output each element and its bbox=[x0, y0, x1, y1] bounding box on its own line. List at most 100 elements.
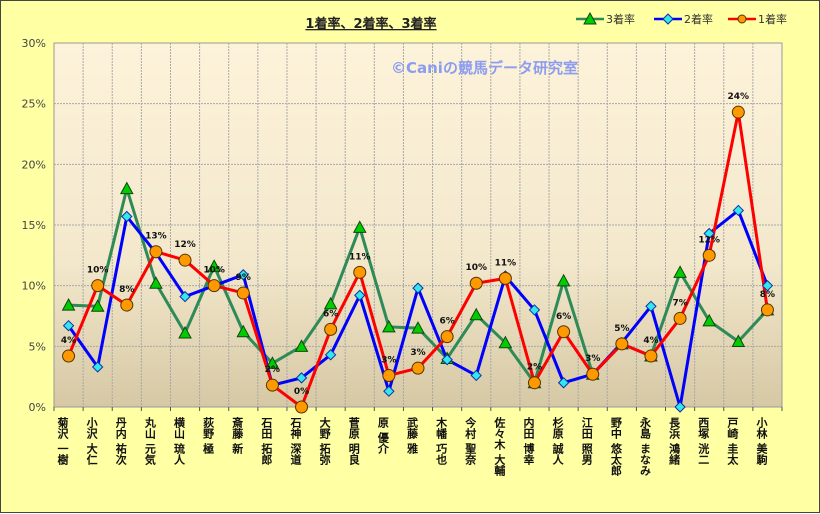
data-label: 7% bbox=[672, 298, 687, 308]
data-point-circle bbox=[236, 286, 250, 300]
data-label: 24% bbox=[728, 92, 750, 102]
data-point-diamond bbox=[470, 369, 482, 382]
data-label: 0% bbox=[294, 387, 309, 397]
data-point-diamond bbox=[295, 372, 308, 384]
x-tick-label: 小沢 大仁 bbox=[85, 416, 99, 466]
data-point-diamond bbox=[62, 319, 75, 332]
data-point-circle bbox=[760, 303, 774, 317]
data-point-diamond bbox=[557, 377, 570, 389]
y-tick-label: 25% bbox=[22, 98, 46, 111]
data-label: 10% bbox=[203, 266, 225, 276]
data-point-circle bbox=[265, 378, 279, 392]
data-point-circle bbox=[731, 105, 745, 119]
y-tick-label: 0% bbox=[29, 401, 46, 414]
x-tick-label: 野中 悠太郎 bbox=[609, 417, 623, 477]
data-point-diamond bbox=[91, 361, 104, 373]
data-point-triangle bbox=[469, 307, 484, 321]
x-tick-label: 内田 博幸 bbox=[522, 416, 535, 466]
legend-label: 2着率 bbox=[684, 12, 713, 26]
y-tick-label: 20% bbox=[22, 158, 46, 171]
data-point-circle bbox=[644, 349, 658, 363]
data-point-circle bbox=[120, 298, 134, 312]
data-point-diamond bbox=[354, 289, 366, 302]
y-tick-label: 30% bbox=[22, 37, 46, 50]
x-tick-label: 武藤 雅 bbox=[406, 416, 419, 455]
data-point-circle bbox=[324, 322, 338, 336]
data-point-triangle bbox=[411, 321, 425, 334]
x-tick-label: 丸山 元気 bbox=[143, 416, 157, 466]
x-axis: 菊沢 一樹 小沢 大仁 丹内 祐次 丸山 元気 横山 琉人 荻野 極 斎藤 新 石田 拓郎 石神… bbox=[53, 407, 783, 477]
x-tick-label: 石神 深道 bbox=[289, 417, 303, 466]
data-point-triangle bbox=[556, 273, 571, 287]
legend: 3着率 2着率 1着率 bbox=[576, 11, 787, 26]
y-tick-label: 15% bbox=[22, 219, 46, 232]
chart-title: 1着率、2着率、3着率 bbox=[305, 16, 436, 32]
data-point-diamond bbox=[761, 279, 774, 292]
x-tick-label: 長浜 鴻緒 bbox=[668, 417, 681, 466]
x-tick-label: 菊沢 一樹 bbox=[56, 416, 69, 466]
data-point-diamond bbox=[732, 204, 745, 217]
watermark: ©Caniの競馬データ研究室 bbox=[391, 59, 578, 77]
data-point-diamond bbox=[528, 304, 541, 316]
data-point-triangle bbox=[382, 319, 396, 333]
data-label: 4% bbox=[643, 336, 658, 346]
data-point-triangle bbox=[207, 259, 222, 272]
x-tick-label: 西塚 洸二 bbox=[697, 417, 710, 465]
data-labels: 4% 10% 8% 13% 12% 10% 9% 2% 0% 6% 11% 3% 3% 6% 10% 11% 2… bbox=[61, 92, 775, 397]
data-point-circle bbox=[149, 245, 163, 259]
data-point-circle bbox=[295, 400, 309, 414]
data-point-diamond bbox=[703, 227, 715, 240]
data-label: 11% bbox=[495, 258, 517, 268]
x-tick-label: 横山 琉人 bbox=[173, 416, 186, 465]
data-point-triangle bbox=[673, 265, 687, 278]
data-label: 5% bbox=[614, 324, 629, 334]
data-point-diamond bbox=[237, 269, 249, 281]
legend-marker-circle bbox=[737, 14, 747, 24]
data-label: 3% bbox=[381, 355, 396, 365]
data-point-triangle bbox=[236, 324, 251, 338]
legend-marker-diamond bbox=[662, 13, 674, 25]
data-point-circle bbox=[673, 311, 687, 325]
data-point-circle bbox=[178, 253, 192, 267]
data-point-triangle bbox=[178, 325, 192, 339]
data-label: 10% bbox=[465, 263, 487, 273]
data-label: 2% bbox=[265, 365, 280, 375]
data-label: 6% bbox=[323, 309, 338, 319]
data-point-triangle bbox=[90, 299, 105, 312]
x-tick-label: 戸崎 圭太 bbox=[726, 417, 740, 466]
data-label: 6% bbox=[439, 317, 454, 327]
data-point-triangle bbox=[149, 276, 163, 289]
data-label: 12% bbox=[174, 240, 196, 250]
data-point-circle bbox=[91, 279, 105, 293]
data-point-circle bbox=[527, 376, 541, 390]
data-point-triangle bbox=[294, 339, 309, 352]
data-label: 2% bbox=[527, 363, 542, 373]
legend-label: 1着率 bbox=[758, 12, 787, 26]
x-tick-label: 原 優介 bbox=[376, 417, 390, 454]
data-point-diamond bbox=[645, 300, 657, 313]
x-tick-label: 杉原 誠人 bbox=[551, 416, 564, 465]
data-point-triangle bbox=[61, 298, 76, 311]
x-tick-label: 丹内 祐次 bbox=[114, 417, 127, 466]
data-point-diamond bbox=[412, 282, 424, 294]
data-label: 9% bbox=[236, 273, 251, 283]
x-tick-label: 木幡 巧也 bbox=[435, 416, 449, 465]
data-label: 8% bbox=[760, 290, 775, 300]
data-point-triangle bbox=[352, 220, 367, 233]
legend-marker-triangle bbox=[583, 11, 597, 25]
data-point-triangle bbox=[265, 356, 280, 369]
data-label: 13% bbox=[145, 232, 167, 242]
x-tick-label: 今村 聖奈 bbox=[464, 416, 478, 466]
data-label: 10% bbox=[87, 266, 109, 276]
data-point-triangle bbox=[498, 335, 513, 349]
data-label: 6% bbox=[556, 312, 571, 322]
x-tick-label: 石田 拓郎 bbox=[260, 417, 274, 466]
data-point-triangle bbox=[702, 313, 717, 327]
data-point-circle bbox=[440, 330, 454, 344]
x-tick-label: 小林 美駒 bbox=[755, 416, 769, 466]
x-tick-label: 永島 まなみ bbox=[638, 416, 652, 477]
x-tick-label: 斎藤 新 bbox=[231, 416, 244, 455]
x-tick-label: 大野 拓弥 bbox=[318, 416, 331, 466]
